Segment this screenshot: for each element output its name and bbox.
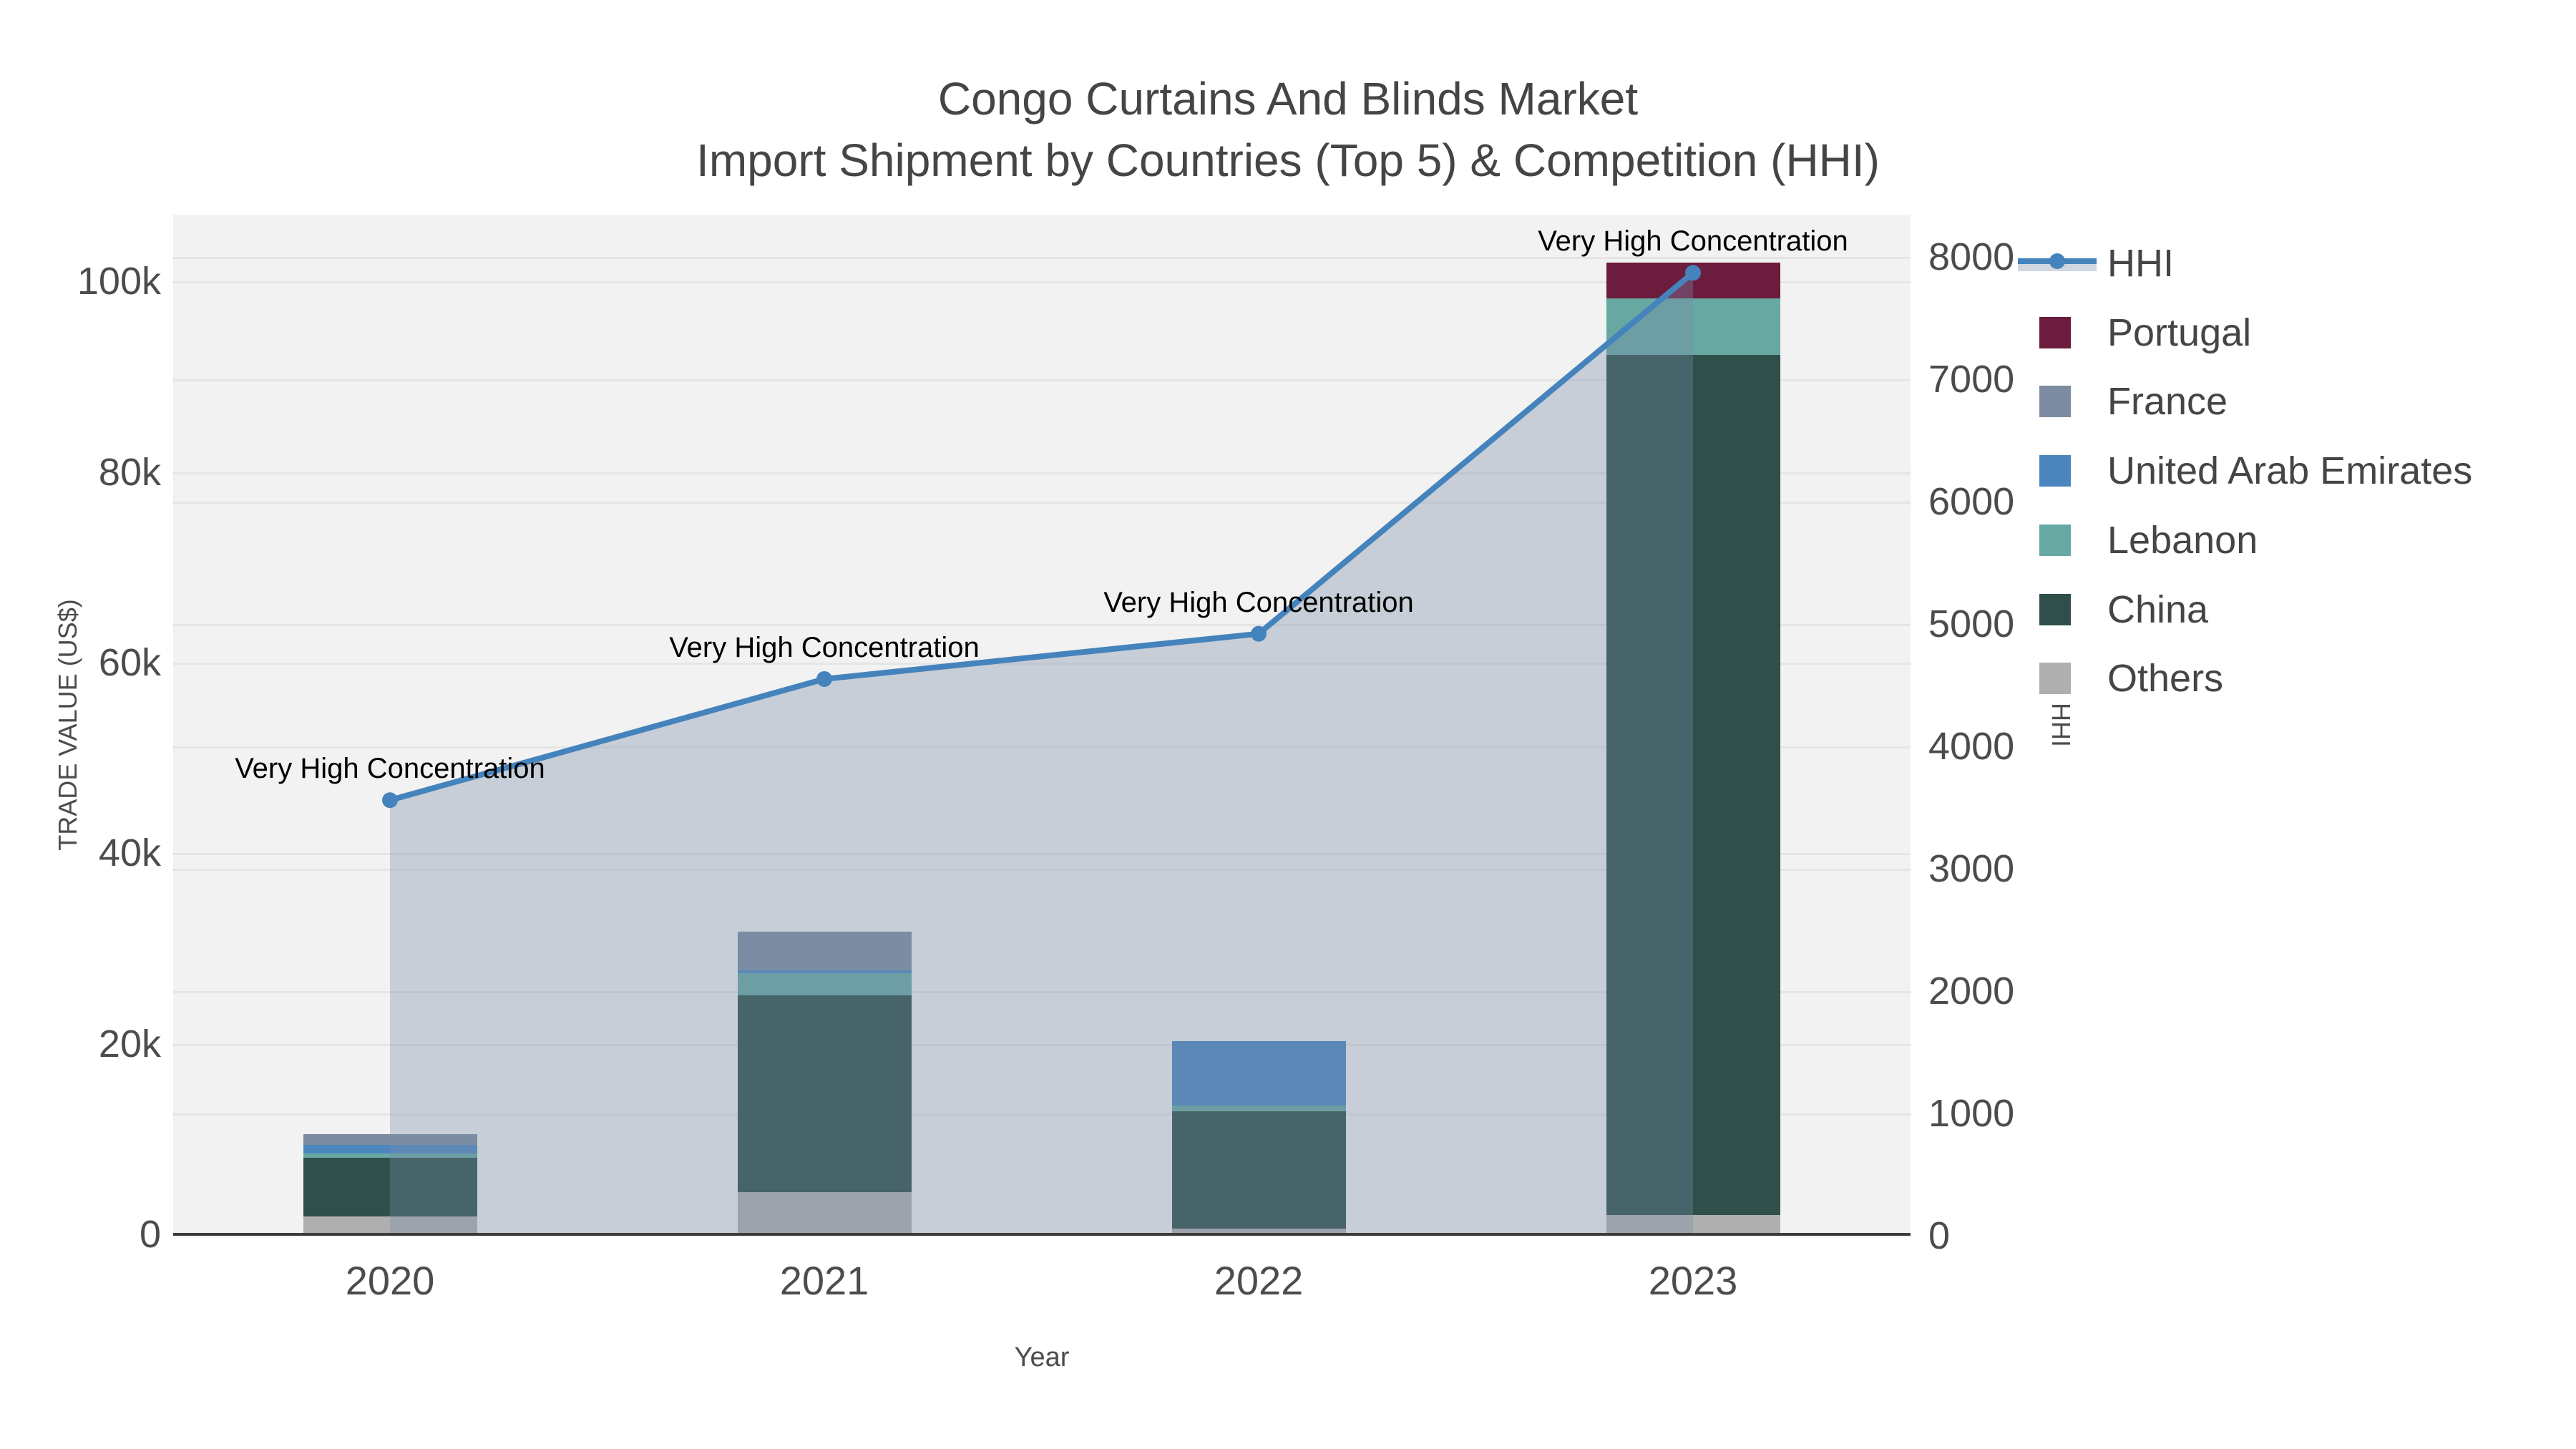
y-right-tick-7000: 7000 [1928, 358, 2015, 401]
y-left-tick-20k: 20k [98, 1022, 161, 1065]
y-right-tick-2000: 2000 [1928, 970, 2015, 1013]
gridline-right-2000 [173, 991, 1911, 993]
bar-2023-others [1606, 1215, 1780, 1234]
bar-2021-china [737, 995, 912, 1193]
gridline-right-1000 [173, 1113, 1911, 1116]
bar-2022-others [1171, 1229, 1346, 1234]
bar-2021-others [737, 1192, 912, 1234]
x-tick-2021: 2021 [779, 1258, 869, 1303]
legend-swatch-france [2039, 386, 2071, 418]
legend-label: China [2107, 587, 2209, 631]
y-left-tick-0: 0 [139, 1213, 161, 1256]
bar-2020-united-arab-emirates [303, 1144, 477, 1153]
bar-2021-united-arab-emirates [737, 970, 912, 974]
y-right-tick-5000: 5000 [1928, 602, 2015, 645]
bar-2020-lebanon [303, 1153, 477, 1158]
bar-2023-portugal [1606, 262, 1780, 299]
gridline-left-20k [173, 1043, 1911, 1046]
legend-item-china[interactable]: China [2011, 575, 2512, 644]
legend-swatch-china [2039, 593, 2071, 625]
annotation-2021: Very High Concentration [669, 631, 980, 663]
bar-2022-united-arab-emirates [1171, 1040, 1346, 1106]
bar-2020-china [303, 1158, 477, 1216]
gridline-right-3000 [173, 869, 1911, 871]
annotation-2023: Very High Concentration [1538, 225, 1848, 258]
legend-label: Others [2107, 657, 2224, 701]
bar-2021-lebanon [737, 973, 912, 995]
bar-2022-china [1171, 1111, 1346, 1229]
legend-item-hhi[interactable]: HHI [2011, 229, 2512, 298]
legend-item-lebanon[interactable]: Lebanon [2011, 506, 2512, 575]
y-right-tick-8000: 8000 [1928, 235, 2015, 278]
x-axis-title: Year [1014, 1342, 1070, 1372]
y-left-tick-100k: 100k [77, 260, 161, 303]
chart-title: Congo Curtains And Blinds Market Import … [696, 73, 1880, 186]
bar-2020-france [303, 1134, 477, 1145]
y-right-tick-3000: 3000 [1928, 847, 2015, 890]
bar-2023-china [1606, 354, 1780, 1216]
x-tick-2023: 2023 [1648, 1258, 1738, 1303]
plot-area [173, 215, 1911, 1234]
y-right-tick-0: 0 [1928, 1214, 1951, 1257]
x-axis-line [173, 1233, 1911, 1236]
y-right-tick-4000: 4000 [1928, 725, 2015, 768]
legend-item-portugal[interactable]: Portugal [2011, 298, 2512, 367]
hhi-legend-sample [2018, 253, 2097, 274]
legend-swatch-lebanon [2039, 524, 2071, 556]
legend-label: France [2107, 380, 2228, 424]
legend-label: United Arab Emirates [2107, 449, 2473, 493]
bar-2020-others [303, 1216, 477, 1234]
legend-label: Portugal [2107, 311, 2252, 354]
y-left-tick-80k: 80k [98, 450, 161, 494]
x-tick-2020: 2020 [345, 1258, 435, 1303]
legend-swatch-others [2039, 663, 2071, 695]
y-left-axis-title: TRADE VALUE (US$) [53, 599, 82, 851]
legend-item-france[interactable]: France [2011, 367, 2512, 436]
gridline-left-40k [173, 853, 1911, 856]
legend-swatch-portugal [2039, 316, 2071, 348]
legend-label: HHI [2107, 242, 2174, 285]
legend-item-united-arab-emirates[interactable]: United Arab Emirates [2011, 436, 2512, 505]
y-right-tick-6000: 6000 [1928, 480, 2015, 523]
y-right-tick-1000: 1000 [1928, 1092, 2015, 1135]
legend-label: Lebanon [2107, 518, 2258, 562]
bar-2022-lebanon [1171, 1106, 1346, 1112]
bar-2023-lebanon [1606, 298, 1780, 355]
gridline-right-8000 [173, 257, 1911, 259]
y-left-tick-60k: 60k [98, 641, 161, 685]
legend-swatch-united-arab-emirates [2039, 455, 2071, 487]
annotation-2022: Very High Concentration [1103, 586, 1414, 618]
annotation-2020: Very High Concentration [235, 753, 545, 785]
bar-2021-france [737, 931, 912, 971]
x-tick-2022: 2022 [1214, 1258, 1304, 1303]
y-left-tick-40k: 40k [98, 831, 161, 875]
legend-item-others[interactable]: Others [2011, 644, 2512, 713]
